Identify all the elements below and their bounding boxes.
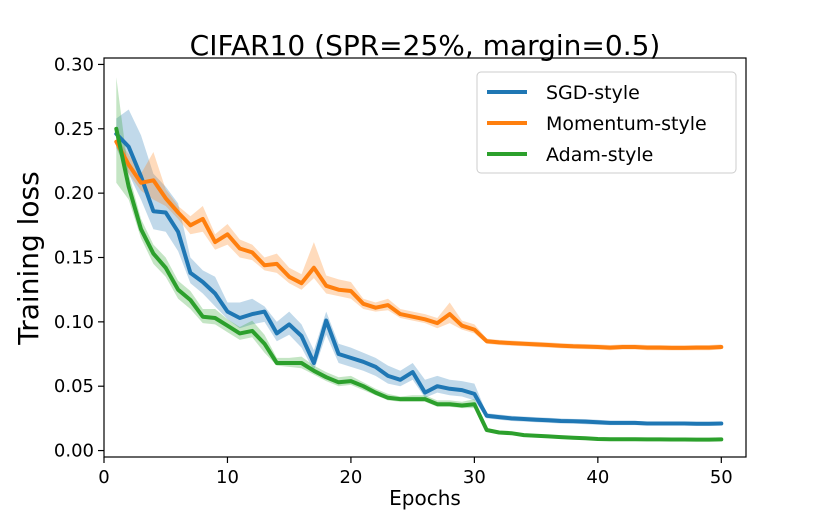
y-tick-label: 0.05	[54, 376, 94, 397]
y-axis-label: Training loss	[12, 171, 45, 345]
legend-label-sgd-style: SGD-style	[546, 82, 640, 104]
chart-title: CIFAR10 (SPR=25%, margin=0.5)	[190, 29, 661, 62]
x-axis-label: Epochs	[389, 486, 461, 510]
x-axis-ticks: 0 10 20 30 40 50	[98, 457, 733, 488]
legend-label-momentum-style: Momentum-style	[546, 113, 707, 135]
x-tick-label: 10	[216, 467, 239, 488]
x-tick-label: 30	[463, 467, 486, 488]
legend-box	[476, 71, 737, 174]
x-tick-label: 0	[98, 467, 109, 488]
x-tick-label: 50	[710, 467, 733, 488]
sgd-style-line	[114, 131, 724, 426]
series-lines	[114, 126, 724, 442]
y-axis-ticks: 0.00 0.05 0.10 0.15 0.20 0.25 0.30	[54, 54, 104, 462]
y-tick-label: 0.15	[54, 248, 94, 269]
momentum-style-line	[114, 139, 724, 350]
y-tick-label: 0.20	[54, 183, 94, 204]
x-tick-label: 40	[586, 467, 609, 488]
y-tick-label: 0.25	[54, 119, 94, 140]
y-tick-label: 0.00	[54, 441, 94, 462]
x-tick-label: 20	[339, 467, 362, 488]
y-tick-label: 0.10	[54, 312, 94, 333]
legend: SGD-style Momentum-style Adam-style	[476, 71, 737, 174]
adam-style-line	[114, 126, 724, 442]
legend-label-adam-style: Adam-style	[546, 144, 653, 166]
y-tick-label: 0.30	[54, 54, 94, 75]
